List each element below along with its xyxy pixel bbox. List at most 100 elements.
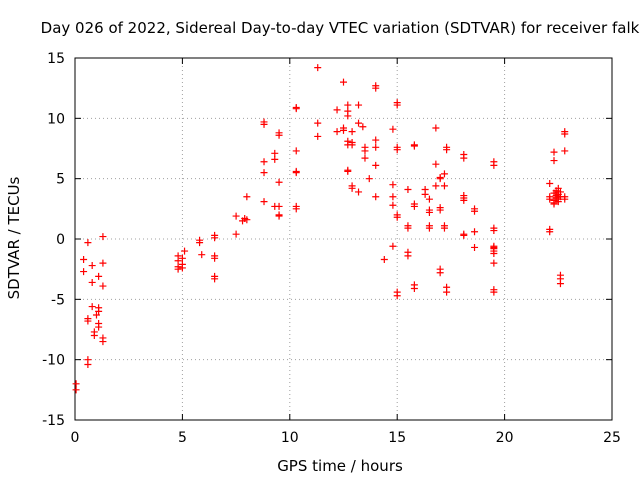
- data-point-marker: [80, 256, 88, 264]
- data-point-marker: [292, 103, 300, 111]
- data-point-marker: [561, 195, 569, 203]
- data-point-marker: [440, 182, 448, 190]
- data-point-marker: [443, 146, 451, 154]
- data-point-marker: [432, 160, 440, 168]
- data-point-marker: [181, 247, 189, 255]
- data-point-marker: [275, 212, 283, 220]
- data-point-marker: [365, 175, 373, 183]
- x-tick-label: 10: [281, 430, 299, 446]
- data-point-marker: [404, 186, 412, 194]
- grid-lines: [75, 58, 612, 420]
- x-tick-label: 25: [603, 430, 621, 446]
- data-point-marker: [432, 124, 440, 132]
- data-point-marker: [561, 130, 569, 138]
- y-tick-labels: -15 -10 -5 0 5 10 15: [42, 51, 65, 429]
- data-point-marker: [471, 243, 479, 251]
- data-point-marker: [314, 64, 322, 72]
- data-point-marker: [260, 169, 268, 177]
- data-point-marker: [99, 259, 107, 267]
- data-point-marker: [340, 78, 347, 86]
- data-point-marker: [550, 200, 558, 208]
- data-point-marker: [556, 280, 564, 288]
- data-point-marker: [95, 323, 103, 331]
- data-point-marker: [271, 155, 279, 163]
- data-point-marker: [355, 101, 363, 109]
- data-point-marker: [404, 252, 412, 260]
- data-point-marker: [546, 228, 554, 236]
- data-point-marker: [404, 224, 412, 232]
- data-point-marker: [440, 170, 448, 178]
- data-point-marker: [389, 242, 397, 250]
- data-point-marker: [554, 198, 562, 206]
- data-point-marker: [275, 178, 283, 186]
- data-point-marker: [561, 147, 569, 155]
- data-point-marker: [260, 158, 268, 166]
- data-point-marker: [232, 212, 240, 220]
- data-point-marker: [389, 193, 397, 201]
- data-point-marker: [333, 106, 341, 114]
- data-point-marker: [460, 154, 468, 162]
- data-point-marker: [393, 146, 401, 154]
- data-point-marker: [232, 230, 240, 238]
- data-point-marker: [410, 202, 418, 210]
- data-point-marker: [490, 161, 498, 169]
- data-point-marker: [88, 262, 96, 270]
- data-point-marker: [344, 112, 352, 120]
- data-point-marker: [355, 119, 363, 127]
- y-tick-label: -10: [42, 353, 65, 369]
- data-point-marker: [344, 167, 352, 175]
- data-point-marker: [546, 179, 554, 187]
- data-point-marker: [72, 380, 80, 388]
- data-point-marker: [389, 125, 397, 133]
- data-point-marker: [275, 202, 283, 210]
- data-point-marker: [174, 265, 182, 273]
- x-tick-label: 20: [496, 430, 514, 446]
- data-point-marker: [72, 386, 80, 394]
- data-point-marker: [380, 256, 388, 264]
- data-point-marker: [271, 149, 279, 157]
- data-point-marker: [471, 228, 479, 236]
- data-point-marker: [372, 193, 380, 201]
- data-point-marker: [372, 161, 380, 169]
- y-tick-label: 5: [56, 172, 65, 188]
- data-point-marker: [372, 136, 380, 144]
- data-point-marker: [432, 182, 440, 190]
- data-point-marker: [99, 233, 107, 241]
- data-point-marker: [99, 338, 107, 346]
- data-point-marker: [490, 249, 498, 257]
- data-point-marker: [355, 188, 363, 196]
- data-point-marker: [460, 196, 468, 204]
- y-tick-label: -15: [42, 413, 65, 429]
- data-point-marker: [546, 195, 554, 203]
- data-point-marker: [196, 239, 204, 247]
- x-tick-labels: 0 5 10 15 20 25: [71, 430, 621, 446]
- data-point-marker: [243, 193, 251, 201]
- data-point-marker: [84, 360, 92, 368]
- data-point-marker: [361, 147, 369, 155]
- data-point-marker: [178, 254, 186, 262]
- data-point-marker: [490, 288, 498, 296]
- data-point-marker: [275, 131, 283, 139]
- data-point-marker: [410, 142, 418, 150]
- data-point-marker: [243, 216, 251, 224]
- data-point-marker: [389, 181, 397, 189]
- data-point-marker: [344, 101, 352, 109]
- data-point-marker: [443, 288, 451, 296]
- y-tick-label: 0: [56, 232, 65, 248]
- y-axis-label: SDTVAR / TECUs: [5, 176, 23, 299]
- data-point-marker: [90, 332, 98, 340]
- data-point-marker: [84, 239, 92, 247]
- data-point-marker: [393, 213, 401, 221]
- data-point-marker: [393, 101, 401, 109]
- data-point-marker: [174, 257, 182, 265]
- data-point-marker: [389, 201, 397, 209]
- y-tick-label: 10: [47, 111, 65, 127]
- x-tick-label: 5: [178, 430, 187, 446]
- data-point-marker: [425, 195, 433, 203]
- data-point-marker: [490, 227, 498, 235]
- x-tick-label: 0: [71, 430, 80, 446]
- data-point-marker: [314, 119, 322, 127]
- data-point-marker: [421, 190, 429, 198]
- data-point-marker: [211, 234, 219, 242]
